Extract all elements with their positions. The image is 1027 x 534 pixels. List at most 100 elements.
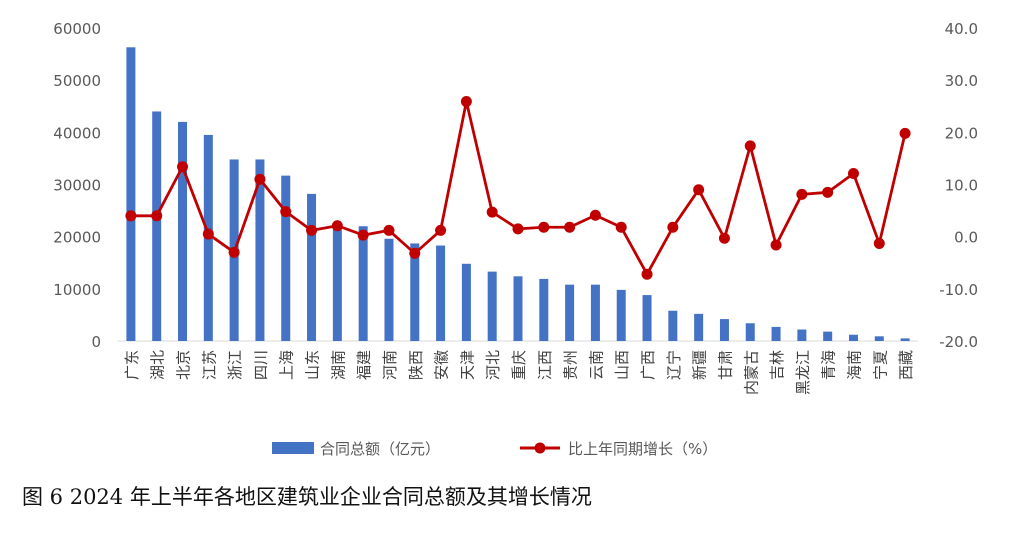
- growth-point: [667, 221, 679, 233]
- bar: [642, 295, 652, 341]
- growth-point: [538, 221, 550, 233]
- category-label: 内蒙古: [742, 350, 760, 395]
- bar: [565, 284, 575, 341]
- bar: [384, 238, 394, 341]
- right-tick-label: 40.0: [945, 20, 978, 38]
- bar: [797, 329, 807, 341]
- bar: [358, 226, 368, 341]
- right-tick-label: 30.0: [945, 72, 978, 90]
- category-label: 陕西: [407, 350, 425, 380]
- left-tick-label: 20000: [53, 229, 101, 247]
- category-label: 重庆: [510, 350, 528, 380]
- bar: [178, 121, 188, 342]
- left-tick-label: 50000: [53, 72, 101, 90]
- right-tick-label: -20.0: [939, 333, 978, 351]
- category-label: 上海: [278, 350, 296, 380]
- category-label: 北京: [175, 350, 193, 380]
- bar: [307, 193, 317, 341]
- left-tick-label: 0: [91, 333, 101, 351]
- category-label: 新疆: [691, 350, 709, 380]
- bar: [281, 175, 291, 341]
- category-label: 湖北: [149, 350, 167, 380]
- bar: [745, 323, 755, 341]
- bar: [152, 111, 162, 341]
- bar: [823, 331, 833, 341]
- category-label: 山西: [613, 350, 631, 380]
- bar: [332, 224, 342, 341]
- bar: [461, 263, 471, 341]
- bar: [410, 243, 420, 341]
- growth-point: [357, 229, 369, 241]
- bar: [487, 271, 497, 341]
- growth-point: [512, 223, 524, 235]
- category-label: 广东: [123, 350, 141, 380]
- right-tick-label: -10.0: [939, 281, 978, 299]
- growth-point: [873, 237, 885, 249]
- bar: [513, 276, 523, 341]
- legend: 合同总额（亿元） 比上年同期增长（%）: [272, 440, 717, 458]
- growth-point: [409, 247, 421, 259]
- category-label: 江西: [536, 350, 554, 380]
- category-label: 黑龙江: [794, 350, 812, 395]
- bar: [616, 289, 626, 341]
- growth-point: [254, 173, 266, 185]
- category-label: 西藏: [897, 350, 915, 380]
- bar: [848, 334, 858, 341]
- category-label: 安徽: [433, 350, 451, 380]
- left-axis-ticks: 0 10000 20000 30000 40000 50000 60000: [53, 20, 101, 351]
- right-tick-label: 20.0: [945, 124, 978, 142]
- growth-point: [177, 161, 189, 173]
- bar: [874, 336, 884, 341]
- growth-point: [615, 221, 627, 233]
- legend-bar-swatch: [272, 442, 314, 454]
- line-series: [125, 96, 911, 280]
- category-label: 宁夏: [871, 350, 889, 380]
- growth-point: [486, 206, 498, 218]
- bar: [539, 278, 549, 341]
- bar: [694, 313, 704, 341]
- left-tick-label: 40000: [53, 124, 101, 142]
- right-tick-label: 0.0: [954, 229, 978, 247]
- category-label: 湖南: [329, 350, 347, 380]
- growth-point: [796, 188, 808, 200]
- category-label: 四川: [252, 350, 270, 380]
- growth-point: [589, 209, 601, 221]
- category-labels: 广东 湖北 北京 江苏 浙江 四川 上海 山东 湖南 福建 河南 陕西 安徽 天津 河北 重庆 江西 贵州 云南 山西…: [123, 350, 915, 395]
- right-tick-label: 10.0: [945, 177, 978, 195]
- growth-point: [306, 224, 318, 236]
- left-tick-label: 60000: [53, 20, 101, 38]
- growth-point: [435, 224, 447, 236]
- category-label: 吉林: [768, 350, 786, 380]
- growth-point: [693, 184, 705, 196]
- category-label: 云南: [587, 350, 605, 380]
- right-axis-ticks: -20.0 -10.0 0.0 10.0 20.0 30.0 40.0: [939, 20, 978, 351]
- category-label: 江苏: [200, 350, 218, 380]
- growth-point: [822, 186, 834, 198]
- legend-bar-label: 合同总额（亿元）: [320, 440, 440, 458]
- figure-caption: 图 6 2024 年上半年各地区建筑业企业合同总额及其增长情况: [22, 485, 592, 509]
- growth-point: [744, 140, 756, 152]
- category-label: 浙江: [226, 350, 244, 380]
- growth-point: [770, 239, 782, 251]
- bar: [771, 326, 781, 341]
- bar: [668, 310, 678, 341]
- bar: [255, 159, 265, 341]
- growth-line: [130, 100, 907, 276]
- growth-point: [641, 268, 653, 280]
- category-label: 天津: [458, 350, 476, 380]
- bar: [590, 284, 600, 341]
- category-label: 广西: [639, 350, 657, 380]
- category-label: 海南: [845, 350, 863, 380]
- left-tick-label: 10000: [53, 281, 101, 299]
- bar-series: [126, 47, 910, 342]
- bar: [900, 338, 910, 341]
- category-label: 山东: [304, 350, 322, 380]
- bar: [719, 319, 729, 341]
- category-label: 河北: [484, 350, 502, 380]
- growth-point: [202, 228, 214, 240]
- growth-point: [228, 246, 240, 258]
- growth-point: [899, 127, 911, 139]
- left-tick-label: 30000: [53, 177, 101, 195]
- growth-point: [383, 224, 395, 236]
